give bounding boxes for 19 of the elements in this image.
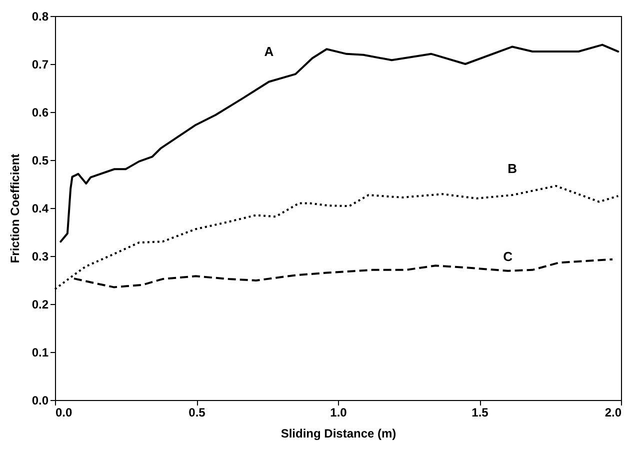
y-tick-label: 0.7 — [32, 58, 49, 72]
x-axis-title: Sliding Distance (m) — [280, 426, 396, 440]
x-tick-label: 2.0 — [604, 406, 622, 420]
series-label: A — [264, 44, 274, 59]
x-tick-label: 0.0 — [56, 406, 73, 420]
y-tick-label: 0.3 — [32, 250, 49, 264]
y-tick-label: 0.0 — [32, 394, 49, 408]
y-tick-label: 0.8 — [32, 10, 49, 24]
series-label: B — [508, 161, 518, 176]
x-tick-label: 1.5 — [472, 406, 489, 420]
y-tick-label: 0.5 — [32, 154, 49, 168]
x-tick-label: 0.5 — [188, 406, 206, 420]
y-tick-label: 0.4 — [32, 202, 49, 216]
y-tick-label: 0.1 — [32, 346, 49, 360]
y-tick-label: 0.6 — [32, 106, 49, 120]
series-label: C — [503, 248, 514, 264]
y-tick-label: 0.2 — [32, 298, 49, 312]
x-tick-label: 1.0 — [330, 406, 348, 420]
y-axis-title: Friction Coefficient — [8, 154, 22, 264]
